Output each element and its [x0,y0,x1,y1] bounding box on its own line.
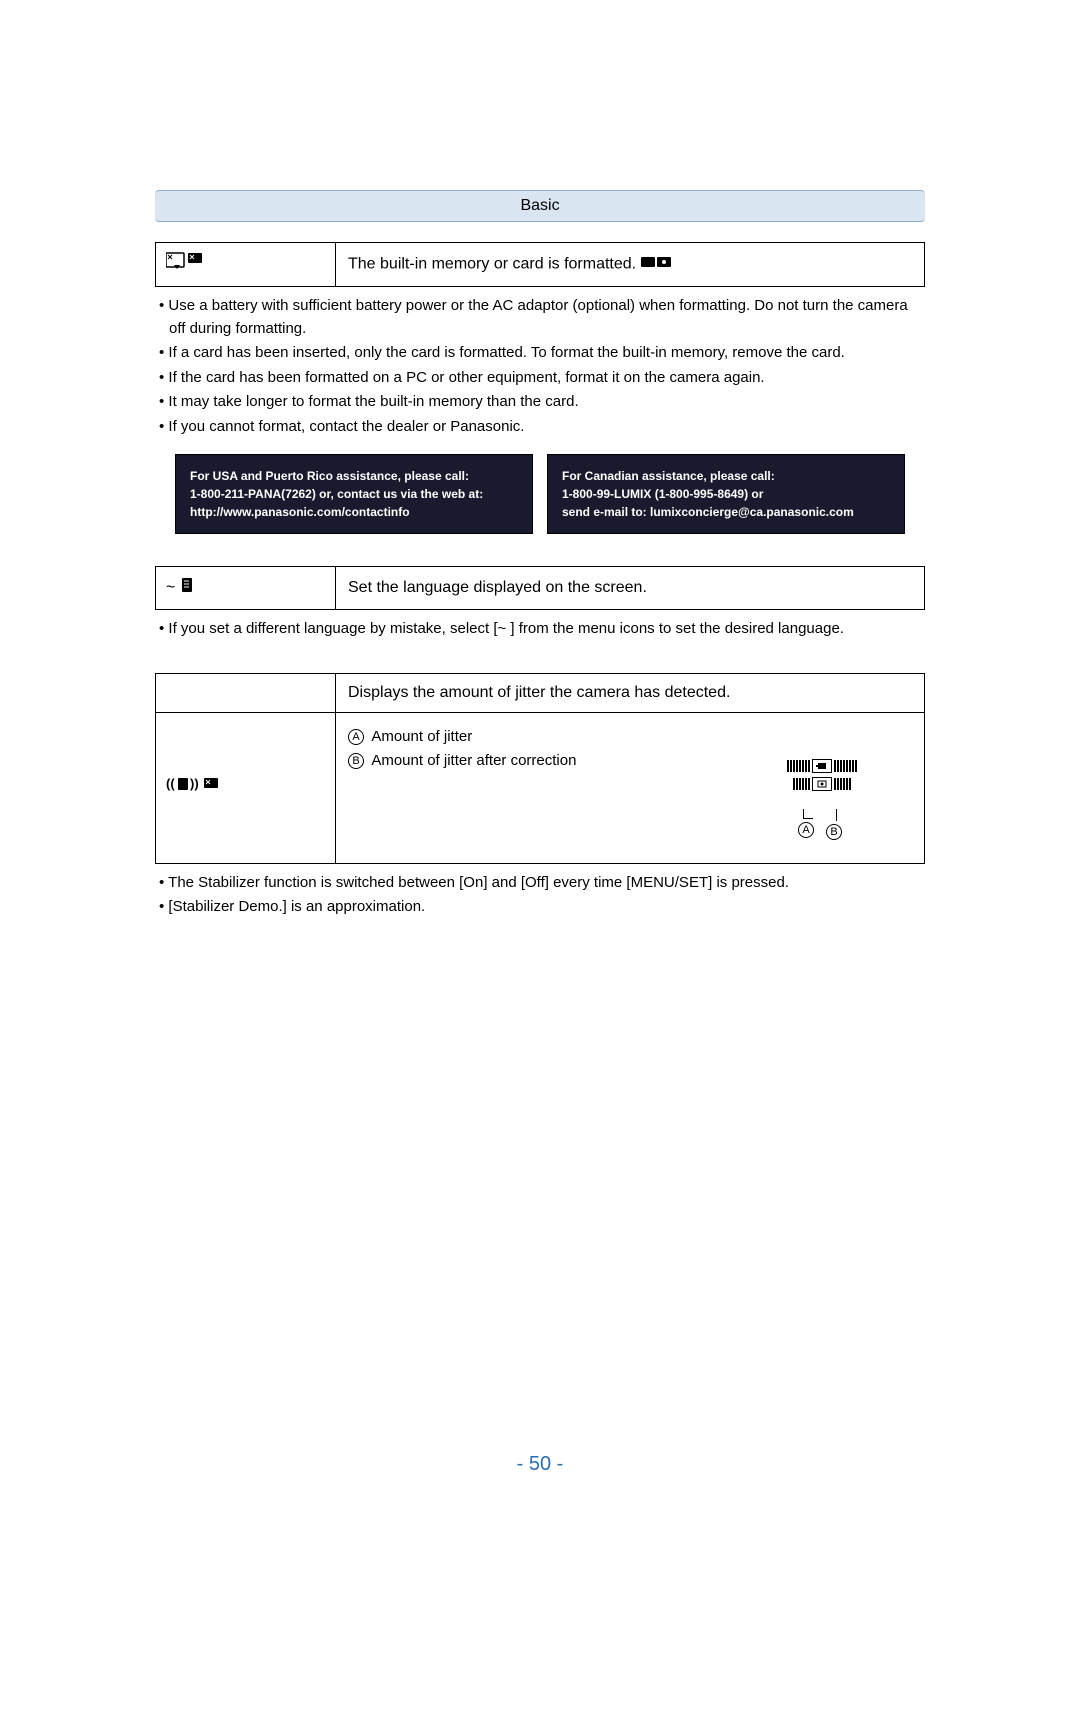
jitter-diagram: A B [732,725,912,851]
bullet-item: • If a card has been inserted, only the … [155,342,925,365]
circle-b: B [348,753,364,769]
bullet-item: • The Stabilizer function is switched be… [155,872,925,895]
diagram-label-b: B [826,809,846,841]
note-text: If you cannot format, contact the dealer… [168,418,524,435]
language-icon-cell: ~ [156,567,336,609]
svg-text:((: (( [166,776,175,791]
format-notes: • Use a battery with sufficient battery … [155,295,925,438]
format-icon [166,251,206,278]
stabilizer-icon-cell: (( )) [156,713,336,863]
language-table: ~ Set the language displayed on the scre… [155,566,925,610]
language-notes: • If you set a different language by mis… [155,618,925,641]
legend-a-text: Amount of jitter [371,728,472,745]
usa-assistance: For USA and Puerto Rico assistance, plea… [175,454,533,534]
bullet-item: • It may take longer to format the built… [155,391,925,414]
jitter-meter-a [742,759,902,773]
stabilizer-table: Displays the amount of jitter the camera… [155,673,925,864]
stabilizer-icon: (( )) [166,774,222,801]
stabilizer-notes: • The Stabilizer function is switched be… [155,872,925,919]
stabilizer-icon-cell-top [156,674,336,712]
stabilizer-legend: A Amount of jitter B Amount of jitter af… [348,725,732,851]
note-text: If a card has been inserted, only the ca… [168,344,844,361]
stabilizer-desc-cell: Displays the amount of jitter the camera… [336,674,924,712]
note-text: If you set a different language by mista… [168,620,844,637]
note-text: The Stabilizer function is switched betw… [168,874,789,891]
bullet-item: • Use a battery with sufficient battery … [155,295,925,340]
svg-text:)): )) [190,776,199,791]
note-text: It may take longer to format the built-i… [168,393,578,410]
canada-line3: send e-mail to: lumixconcierge@ca.panaso… [562,503,890,521]
stabilizer-header-row: Displays the amount of jitter the camera… [156,674,924,713]
header-title: Basic [520,197,559,214]
stabilizer-description: Displays the amount of jitter the camera… [348,684,730,701]
canada-line2: 1-800-99-LUMIX (1-800-995-8649) or [562,485,890,503]
note-text: If the card has been formatted on a PC o… [168,369,764,386]
bullet-item: • [Stabilizer Demo.] is an approximation… [155,896,925,919]
stabilizer-body: A Amount of jitter B Amount of jitter af… [336,713,924,863]
page-number: - 50 - [0,1453,1080,1476]
usa-line1: For USA and Puerto Rico assistance, plea… [190,467,518,485]
stabilizer-body-row: (( )) A Amount of jitter B Amount of jit… [156,713,924,863]
language-prefix: ~ [166,579,175,597]
legend-b-row: B Amount of jitter after correction [348,749,732,773]
legend-b-text: Amount of jitter after correction [371,752,576,769]
meter-center-icon2 [812,777,832,791]
diagram-labels: A B [742,809,902,841]
section-header: Basic [155,190,925,222]
format-inline-icon [641,253,673,275]
diagram-circle-a: A [798,822,814,838]
usa-line2: 1-800-211-PANA(7262) or, contact us via … [190,485,518,503]
language-description: Set the language displayed on the screen… [348,579,647,596]
meter-center-icon [812,759,832,773]
usa-line3: http://www.panasonic.com/contactinfo [190,503,518,521]
circle-a: A [348,729,364,745]
canada-line1: For Canadian assistance, please call: [562,467,890,485]
bullet-item: • If you cannot format, contact the deal… [155,416,925,439]
diagram-circle-b: B [826,824,842,840]
format-icon-cell [156,243,336,286]
bullet-item: • If the card has been formatted on a PC… [155,367,925,390]
jitter-meter-b [742,777,902,791]
note-text: Use a battery with sufficient battery po… [168,297,907,337]
assistance-boxes: For USA and Puerto Rico assistance, plea… [155,454,925,534]
canada-assistance: For Canadian assistance, please call: 1-… [547,454,905,534]
language-desc-cell: Set the language displayed on the screen… [336,567,924,609]
diagram-label-a: A [798,809,818,841]
format-table: The built-in memory or card is formatted… [155,242,925,287]
format-description: The built-in memory or card is formatted… [348,255,636,272]
language-icon [181,577,195,600]
note-text: [Stabilizer Demo.] is an approximation. [168,898,425,915]
format-desc-cell: The built-in memory or card is formatted… [336,243,924,286]
legend-a-row: A Amount of jitter [348,725,732,749]
bullet-item: • If you set a different language by mis… [155,618,925,641]
